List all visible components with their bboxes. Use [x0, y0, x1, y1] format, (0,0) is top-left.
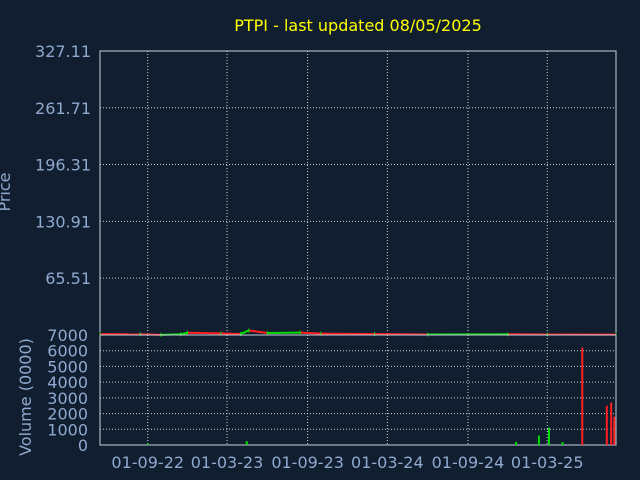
price-segment — [180, 331, 188, 336]
price-axis-label: Price — [0, 172, 14, 211]
volume-bar — [515, 441, 518, 445]
date-tick-label: 01-03-25 — [511, 453, 584, 472]
volume-tick-label: 0 — [78, 436, 88, 455]
volume-tick-label: 2000 — [47, 405, 88, 424]
price-segment — [300, 331, 321, 335]
date-tick-label: 01-09-23 — [271, 453, 344, 472]
volume-tick-label: 7000 — [47, 326, 88, 345]
date-tick-label: 01-09-22 — [111, 453, 184, 472]
price-segment — [240, 329, 250, 335]
price-segment — [248, 329, 268, 334]
volume-x-axis: 01-09-22 01-03-23 01-09-23 01-03-24 01-09-24… — [111, 453, 583, 472]
date-tick-label: 01-09-24 — [432, 453, 505, 472]
volume-tick-label: 3000 — [47, 389, 88, 408]
volume-tick-label: 6000 — [47, 342, 88, 361]
volume-bar — [547, 427, 550, 445]
volume-bar — [610, 402, 613, 445]
volume-tick-label: 1000 — [47, 420, 88, 439]
price-tick-label: 196.31 — [35, 156, 91, 175]
volume-bar — [537, 435, 540, 445]
volume-tick-label: 4000 — [47, 373, 88, 392]
volume-grid — [100, 335, 616, 445]
price-panel: 65.51 130.91 196.31 261.71 327.11 Price — [0, 42, 617, 337]
date-tick-label: 01-03-23 — [191, 453, 264, 472]
price-tick-label: 261.71 — [35, 99, 91, 118]
volume-bar — [581, 347, 584, 445]
volume-bar — [245, 441, 248, 445]
price-tick-label: 327.11 — [35, 42, 91, 61]
price-series — [99, 328, 617, 337]
volume-axis-label: Volume (0000) — [16, 338, 35, 456]
price-segment — [220, 332, 241, 335]
chart-title: PTPI - last updated 08/05/2025 — [234, 16, 482, 35]
price-y-axis: 65.51 130.91 196.31 261.71 327.11 — [35, 42, 91, 288]
volume-bar — [605, 405, 608, 445]
price-segment — [187, 331, 221, 335]
volume-bar — [146, 443, 149, 445]
volume-bar — [561, 442, 564, 445]
price-panel-frame — [99, 50, 617, 336]
price-tick-label: 65.51 — [45, 269, 91, 288]
volume-tick-label: 5000 — [47, 357, 88, 376]
date-tick-label: 01-03-24 — [351, 453, 424, 472]
volume-bars — [146, 347, 616, 445]
volume-panel-frame — [99, 334, 617, 446]
volume-bar — [613, 416, 616, 445]
price-tick-label: 130.91 — [35, 212, 91, 231]
price-grid — [100, 50, 616, 335]
price-segment — [320, 332, 375, 336]
